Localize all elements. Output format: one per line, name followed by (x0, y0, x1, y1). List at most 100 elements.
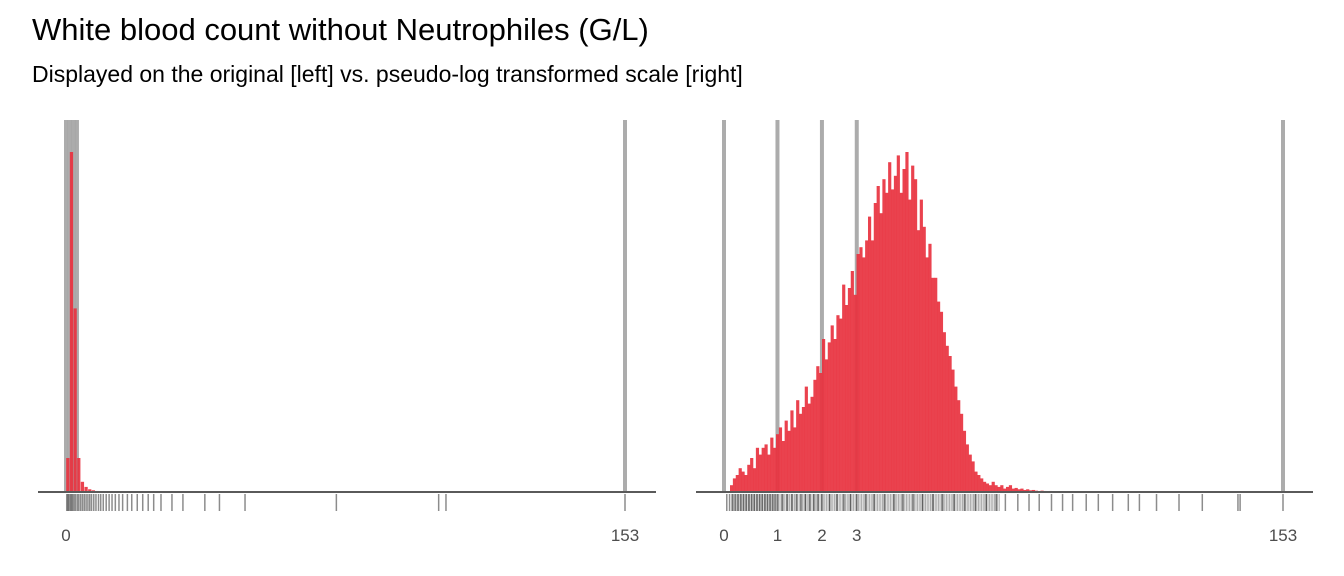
histogram-bar (868, 216, 872, 492)
histogram-bar (957, 400, 961, 492)
histogram-bar (965, 444, 969, 492)
x-tick-label: 3 (852, 526, 861, 545)
histogram-bar (804, 386, 808, 492)
histogram-bar (801, 407, 806, 492)
histogram-bar (784, 420, 788, 492)
histogram-bar (870, 240, 875, 492)
x-tick-label: 1 (773, 526, 782, 545)
panel-original-scale: 0 153 (38, 120, 656, 545)
histogram-bar (891, 189, 895, 492)
histogram-bar (934, 277, 938, 492)
histogram-bar (810, 396, 814, 492)
histogram-bar (69, 152, 74, 492)
histogram-bar (761, 447, 765, 492)
histogram-bar (919, 199, 923, 492)
x-tick-label: 0 (719, 526, 728, 545)
histogram-bar (1011, 488, 1015, 492)
histogram-bar (755, 447, 760, 492)
histogram-bar (893, 175, 898, 493)
histogram-bar (1014, 487, 1018, 492)
histogram-bar (980, 478, 984, 492)
histogram-bar (66, 458, 70, 492)
histogram-bar (908, 199, 912, 492)
histogram-bar (824, 359, 829, 492)
histogram-bar (991, 481, 995, 492)
x-tick-label: 2 (817, 526, 826, 545)
histogram-bar (888, 162, 892, 492)
histogram-bar (994, 485, 998, 492)
histogram-bar (1008, 485, 1013, 492)
histogram-bar (764, 444, 768, 492)
histogram-bar (911, 165, 915, 492)
histogram-bar (968, 454, 972, 492)
histogram-bar (942, 332, 946, 492)
histogram-bar (865, 240, 869, 492)
histogram-bar (856, 254, 860, 492)
histogram-bar (951, 369, 955, 492)
histogram-bar (1026, 489, 1030, 492)
histogram-bar (988, 485, 992, 492)
histogram-bar (778, 427, 783, 492)
histogram-bar (879, 213, 883, 492)
panel-pseudo-log-scale: 0 1 2 3 153 (696, 120, 1313, 545)
histogram-bar (916, 230, 921, 492)
histogram-bar (741, 471, 745, 492)
histogram-bar (977, 475, 981, 492)
histogram-bar (1006, 486, 1010, 492)
histogram-bar (948, 356, 952, 492)
histogram-bar (960, 413, 964, 492)
x-tick-label: 0 (61, 526, 70, 545)
histogram-bar (962, 430, 967, 492)
histogram-bar (862, 257, 866, 492)
histogram-bar (914, 179, 918, 492)
histogram-bar (997, 486, 1001, 492)
histogram-bar (1003, 488, 1007, 492)
histogram-bar (773, 447, 777, 492)
x-tick-label: 153 (1269, 526, 1297, 545)
histogram-bar (945, 345, 949, 492)
histogram-bar (822, 339, 826, 492)
histogram-bar (931, 277, 935, 492)
histogram-bar (928, 243, 932, 492)
histogram-bar (747, 464, 751, 492)
histogram-bar (819, 373, 823, 492)
histogram-bar (793, 427, 797, 492)
histogram-bar (776, 434, 780, 492)
histogram-bar (859, 247, 863, 492)
histogram-bar (902, 169, 906, 492)
histogram-bar (899, 192, 903, 493)
chart-title: White blood count without Neutrophiles (… (32, 12, 649, 47)
histogram-bar (735, 475, 739, 492)
histogram-bar (80, 481, 85, 492)
histogram-bar (836, 315, 840, 492)
histogram-bar (1020, 488, 1024, 492)
histogram-bar (88, 489, 92, 492)
histogram-bar (84, 486, 88, 492)
histogram-bar (1023, 489, 1027, 492)
histogram-bar (885, 192, 889, 493)
histogram-bar (876, 186, 880, 492)
histogram-bar (807, 403, 811, 492)
histogram-bar (799, 413, 803, 492)
histogram-bar (939, 311, 944, 492)
histogram-bar (905, 152, 909, 492)
histogram-bar (853, 294, 857, 492)
histogram-bar (730, 485, 734, 492)
histogram-bar (971, 461, 975, 492)
histogram-bar (833, 339, 837, 492)
histogram-bar (813, 379, 817, 492)
histogram-bar (770, 437, 774, 492)
histogram-bar (974, 471, 978, 492)
histogram-bar (758, 454, 762, 492)
histogram-bar (954, 386, 958, 492)
histogram-bar (816, 366, 820, 492)
histogram-bar (922, 226, 926, 493)
histogram-bar (738, 468, 742, 492)
histogram-bar (744, 475, 748, 492)
histogram-bar (750, 458, 754, 492)
histogram-bar (787, 430, 791, 492)
histogram-bar (850, 271, 854, 492)
histogram-bar (830, 325, 834, 492)
histogram-bar (882, 179, 886, 492)
